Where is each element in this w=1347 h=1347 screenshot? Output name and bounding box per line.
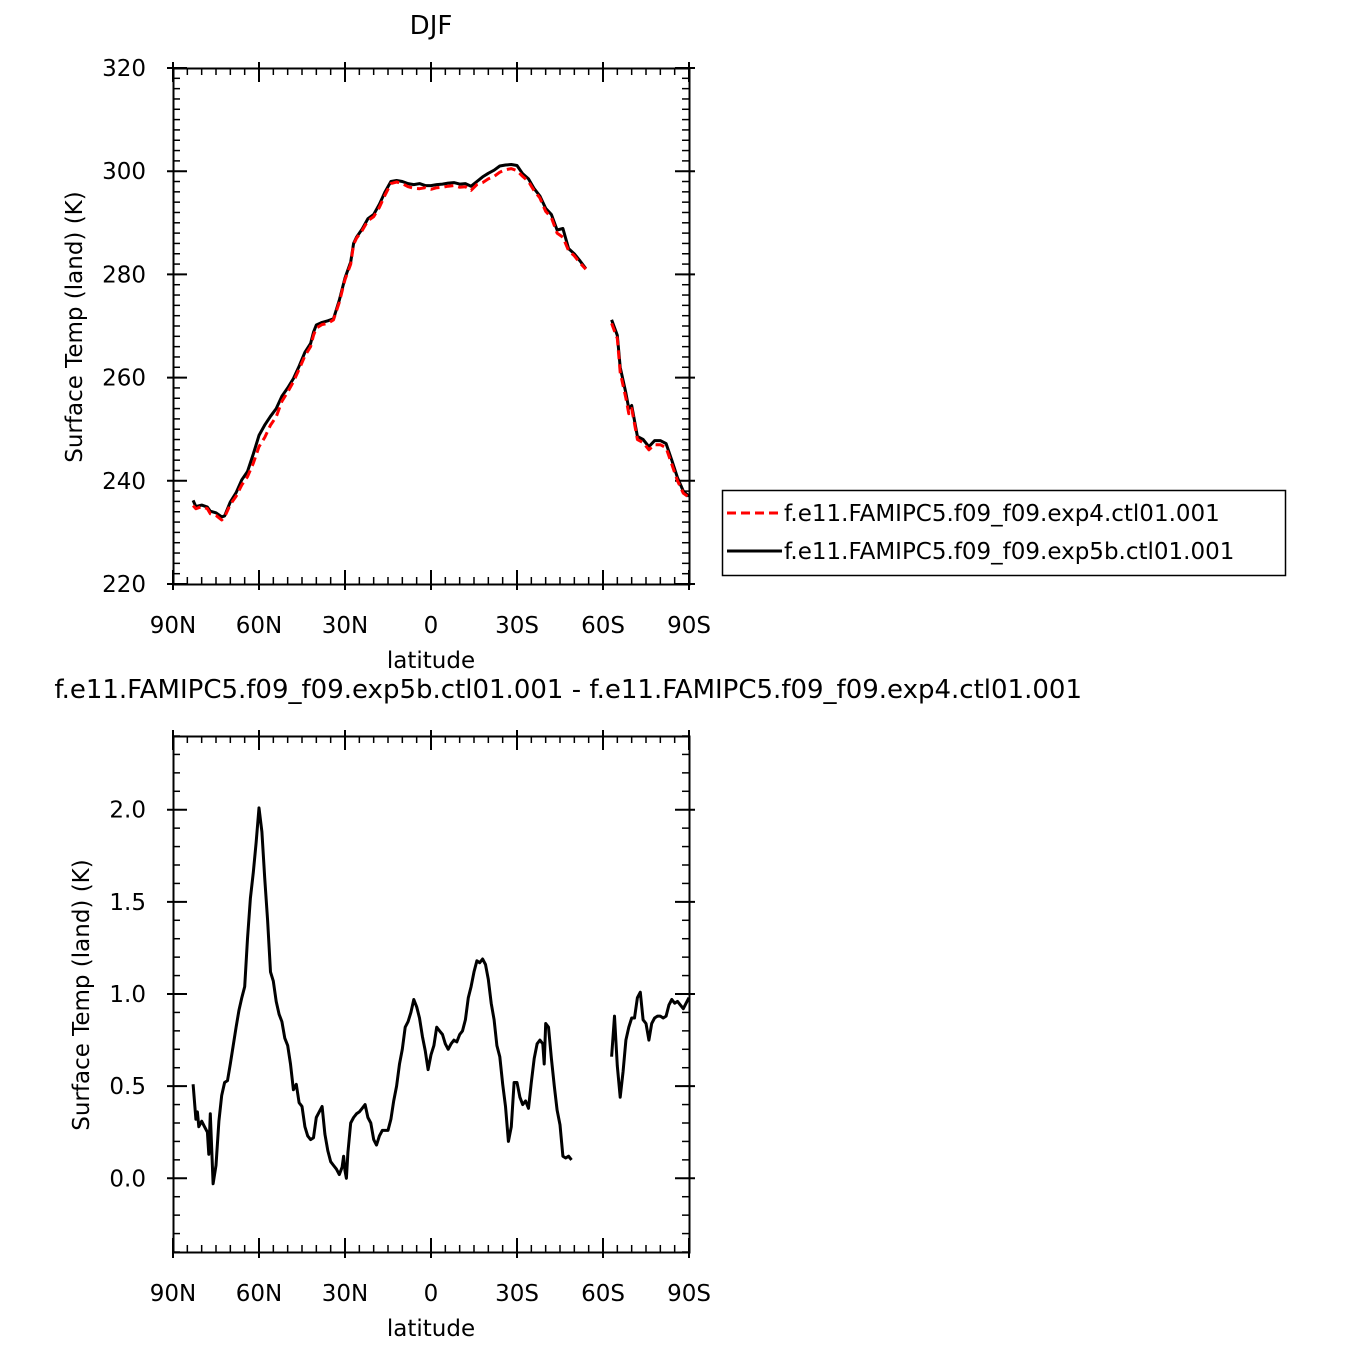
x-tick-label: 30S [495, 613, 539, 639]
bottom-panel: f.e11.FAMIPC5.f09_f09.exp5b.ctl01.001 - … [54, 675, 1082, 1342]
top-series-1-line-segment-1 [610, 319, 691, 498]
bottom-data-lines [191, 806, 691, 1186]
y-tick-label: 0.5 [109, 1074, 146, 1100]
y-tick-label: 280 [102, 262, 146, 288]
bottom-series-0-line-segment-0 [191, 806, 573, 1186]
y-tick-label: 320 [102, 56, 146, 82]
top-series-0-line-segment-1 [610, 322, 690, 499]
top-x-axis-title: latitude [387, 648, 475, 674]
top-data-lines [191, 163, 691, 522]
bottom-axes: 90N 60N 30N 0 30S 60S 90S 0.0 0.5 1.0 1.5 2.0 [109, 730, 711, 1307]
x-tick-label: 90N [150, 613, 196, 639]
x-tick-label: 60S [581, 613, 625, 639]
bottom-plot-title: f.e11.FAMIPC5.f09_f09.exp5b.ctl01.001 - … [54, 675, 1082, 705]
bottom-plot-frame [172, 735, 691, 1254]
y-tick-label: 240 [102, 469, 146, 495]
y-tick-label: 0.0 [109, 1166, 146, 1192]
top-panel: DJF 90N 60N 30N 0 30S 60S 90S 220 240 260 280 300 32… [62, 11, 711, 674]
y-tick-label: 260 [102, 366, 146, 392]
x-tick-label: 90S [667, 1281, 711, 1307]
x-tick-label: 60N [236, 613, 282, 639]
x-tick-label: 0 [424, 613, 439, 639]
top-plot-frame [172, 67, 691, 586]
top-y-axis-title: Surface Temp (land) (K) [62, 191, 88, 463]
bottom-x-axis-title: latitude [387, 1316, 475, 1342]
x-tick-label: 60N [236, 1281, 282, 1307]
y-tick-label: 300 [102, 159, 146, 185]
x-tick-label: 60S [581, 1281, 625, 1307]
bottom-y-axis-title: Surface Temp (land) (K) [69, 859, 95, 1131]
legend-label-exp4: f.e11.FAMIPC5.f09_f09.exp4.ctl01.001 [784, 501, 1220, 527]
x-tick-label: 90N [150, 1281, 196, 1307]
bottom-series-0-line-segment-1 [610, 990, 691, 1099]
y-tick-label: 1.5 [109, 890, 146, 916]
legend-label-exp5b: f.e11.FAMIPC5.f09_f09.exp5b.ctl01.001 [784, 539, 1234, 565]
x-tick-label: 0 [424, 1281, 439, 1307]
y-tick-label: 2.0 [109, 798, 146, 824]
top-plot-title: DJF [410, 11, 453, 41]
legend-box [721, 489, 1287, 577]
legend: f.e11.FAMIPC5.f09_f09.exp4.ctl01.001 f.e… [721, 489, 1287, 577]
x-tick-label: 30N [322, 613, 368, 639]
x-tick-label: 90S [667, 613, 711, 639]
x-tick-label: 30S [495, 1281, 539, 1307]
y-tick-label: 1.0 [109, 982, 146, 1008]
x-tick-label: 30N [322, 1281, 368, 1307]
y-tick-label: 220 [102, 572, 146, 598]
top-series-0-line-segment-0 [191, 167, 587, 522]
